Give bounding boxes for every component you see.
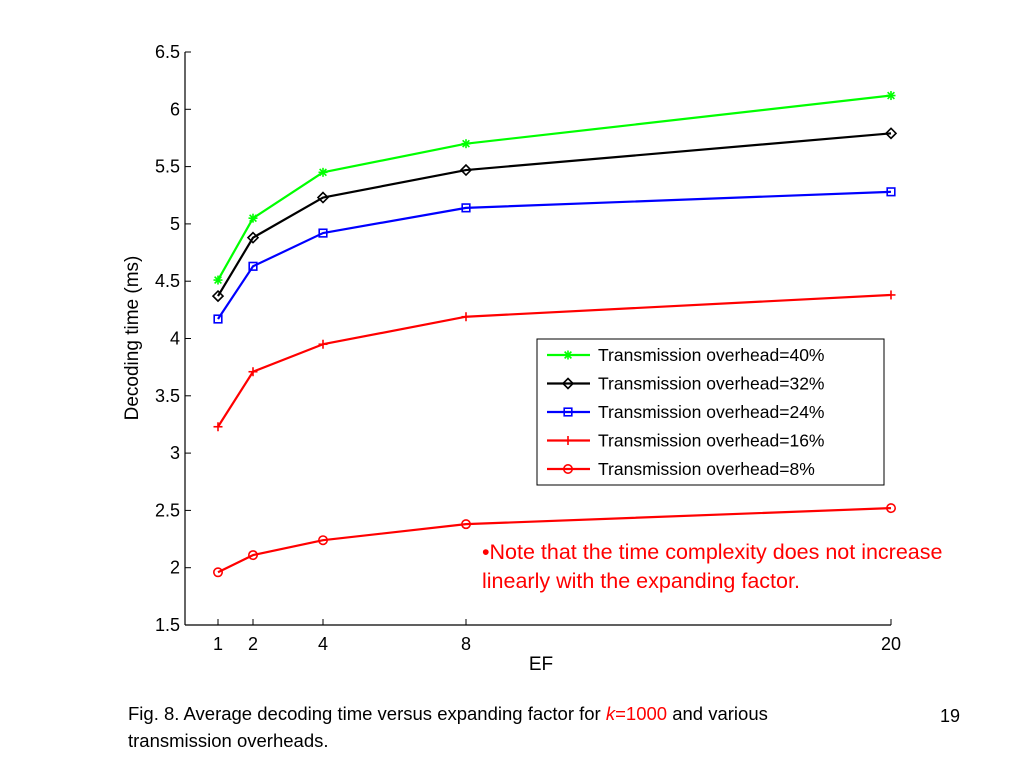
legend-entry: Transmission overhead=16% <box>547 431 824 451</box>
x-tick-label: 20 <box>881 634 901 654</box>
series-3 <box>213 290 896 432</box>
legend-entry: Transmission overhead=24% <box>547 402 824 422</box>
marker-square <box>461 203 471 213</box>
marker-square <box>318 228 328 238</box>
series-line <box>217 132 892 297</box>
slide-number: 19 <box>940 706 961 726</box>
y-axis-title: Decoding time (ms) <box>122 256 143 421</box>
marker-star-part <box>887 91 895 100</box>
series-4 <box>213 503 896 578</box>
y-tick-label: 1.5 <box>155 615 180 635</box>
y-tick-label: 6.5 <box>155 42 180 62</box>
caption-k-value: =1000 <box>615 703 668 724</box>
legend-entry: Transmission overhead=40% <box>547 345 824 365</box>
legend-label: Transmission overhead=8% <box>598 459 815 479</box>
legend-label: Transmission overhead=40% <box>598 345 824 365</box>
marker-circle <box>248 550 259 561</box>
caption-k-variable: k <box>605 703 616 724</box>
marker-square <box>248 261 258 271</box>
y-tick-label: 3 <box>170 443 180 463</box>
marker-circle <box>562 463 573 474</box>
x-tick-label: 2 <box>248 634 258 654</box>
marker-star-part <box>319 168 327 177</box>
legend-entry: Transmission overhead=32% <box>547 374 824 394</box>
legend-entry: Transmission overhead=8% <box>547 459 815 479</box>
marker-circle <box>213 567 224 578</box>
data-series <box>211 91 898 578</box>
marker-square <box>886 187 896 197</box>
caption-suffix: and various transmission overheads. <box>128 703 768 751</box>
y-tick-label: 5 <box>170 214 180 234</box>
marker-square <box>213 314 223 324</box>
legend: Transmission overhead=40% Transmission ov… <box>536 338 885 486</box>
marker-square <box>563 407 573 417</box>
series-line <box>217 94 892 281</box>
y-tick-label: 5.5 <box>155 157 180 177</box>
marker-diamond <box>246 231 260 244</box>
x-tick-label: 8 <box>461 634 471 654</box>
y-tick-label: 2 <box>170 558 180 578</box>
marker-star-part <box>249 214 257 223</box>
marker-circle <box>885 503 896 514</box>
series-line <box>217 190 892 320</box>
caption-prefix: Fig. 8. Average decoding time versus exp… <box>128 703 606 724</box>
x-tick-label: 4 <box>318 634 328 654</box>
marker-diamond <box>884 127 898 140</box>
y-tick-label: 4 <box>170 329 180 349</box>
legend-label: Transmission overhead=24% <box>598 402 824 422</box>
y-tick-label: 3.5 <box>155 386 180 406</box>
x-axis-title: EF <box>529 654 553 675</box>
x-tick-label: 1 <box>213 634 223 654</box>
marker-diamond <box>459 163 473 177</box>
marker-diamond <box>561 377 575 390</box>
marker-diamond <box>316 191 330 204</box>
series-line <box>217 507 892 574</box>
annotation-note: •Note that the time complexity does not … <box>482 540 943 593</box>
marker-star-part <box>214 276 222 284</box>
y-tick-label: 4.5 <box>155 271 180 291</box>
marker-circle <box>317 535 328 546</box>
chart: 1.5 2 2.5 3 3.5 4 4.5 5 5.5 6 6.5 1 2 4 8 20 Transmissi… <box>122 42 901 675</box>
series-2 <box>213 187 896 324</box>
series-1 <box>211 127 898 303</box>
axes: 1.5 2 2.5 3 3.5 4 4.5 5 5.5 6 6.5 1 2 4 8 20 <box>155 42 901 654</box>
y-tick-label: 6 <box>170 99 180 119</box>
legend-box <box>536 338 885 486</box>
figure-caption: Fig. 8. Average decoding time versus exp… <box>128 700 868 754</box>
legend-label: Transmission overhead=32% <box>598 374 824 394</box>
series-0 <box>213 91 896 285</box>
marker-circle <box>460 519 471 530</box>
marker-diamond <box>211 289 225 303</box>
legend-label: Transmission overhead=16% <box>598 431 824 451</box>
y-tick-label: 2.5 <box>155 500 180 520</box>
marker-star-part <box>564 351 572 359</box>
marker-star-part <box>462 139 470 148</box>
